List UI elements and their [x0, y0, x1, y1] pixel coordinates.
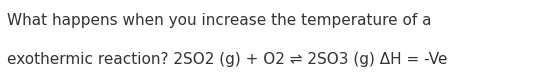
Text: What happens when you increase the temperature of a: What happens when you increase the tempe… — [7, 13, 432, 28]
Text: exothermic reaction? 2SO2 (g) + O2 ⇌ 2SO3 (g) ΔH = -Ve: exothermic reaction? 2SO2 (g) + O2 ⇌ 2SO… — [7, 52, 448, 67]
